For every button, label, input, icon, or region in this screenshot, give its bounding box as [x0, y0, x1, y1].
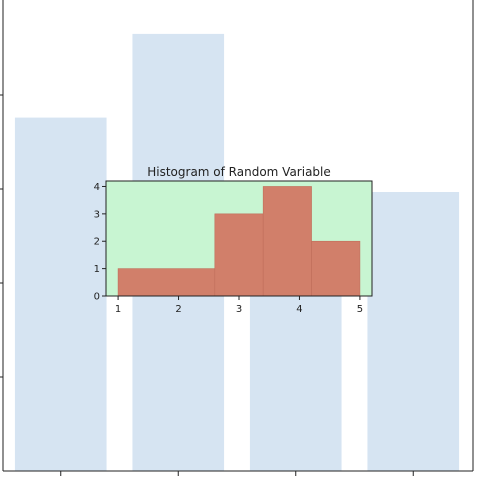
inset-x-tick-label: 3	[236, 304, 242, 315]
inset-y-tick-label: 2	[94, 237, 100, 248]
inset-x-tick-label: 1	[115, 304, 121, 315]
histogram-bar	[214, 213, 264, 297]
histogram-bar	[262, 186, 312, 297]
histogram-bar	[311, 240, 361, 297]
inset-x-tick-label: 5	[357, 304, 363, 315]
inset-x-tick-label: 4	[296, 304, 302, 315]
inset-title: Histogram of Random Variable	[147, 165, 331, 179]
histogram-bar	[117, 268, 216, 297]
inset-histogram: 1 2 3 4 5 0 1 2 3 4 Histogram of Random Variable	[94, 165, 373, 315]
background-axes	[0, 0, 474, 476]
inset-y-tick-label: 3	[94, 209, 100, 220]
inset-y-tick-label: 4	[94, 182, 100, 193]
inset-y-ticks: 0 1 2 3 4	[94, 182, 106, 303]
inset-x-ticks: 1 2 3 4 5	[115, 296, 363, 315]
histogram-bars	[117, 186, 361, 297]
background-bar	[14, 117, 107, 471]
inset-y-tick-label: 0	[94, 292, 100, 303]
inset-y-tick-label: 1	[94, 264, 100, 275]
inset-x-tick-label: 2	[175, 304, 181, 315]
background-bar	[367, 192, 460, 471]
